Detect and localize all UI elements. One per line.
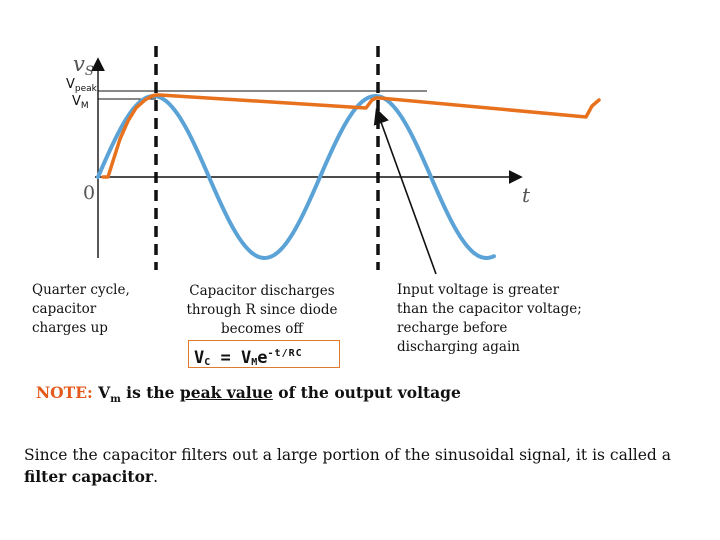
caption-recharge: Input voltage is greater than the capaci…: [397, 282, 582, 355]
vm-label: VM: [72, 94, 89, 111]
discharge-formula: VC = VMe-t/RC: [188, 340, 340, 368]
formula-base: e: [257, 348, 268, 368]
formula-exponent: -t/RC: [267, 348, 303, 359]
note-vm-symbol: Vm: [98, 383, 121, 406]
formula-rhs: V: [241, 348, 252, 368]
note-line: NOTE: Vm is the peak value of the output…: [36, 383, 461, 405]
note-label: NOTE:: [36, 383, 93, 402]
caption-quarter-cycle: Quarter cycle, capacitor charges up: [32, 282, 130, 336]
formula-lhs-subscript: C: [204, 357, 211, 368]
summary-end: .: [153, 468, 159, 486]
formula-equals: =: [210, 348, 241, 368]
output-voltage-curve: [101, 93, 601, 179]
recharge-pointer-arrow: [373, 107, 437, 275]
note-text-underlined: peak value: [179, 383, 273, 402]
summary-bold-term: filter capacitor: [24, 467, 154, 486]
summary-text: Since the capacitor filters out a large …: [24, 446, 672, 464]
input-sine-wave: [96, 93, 496, 261]
vs-axis-label: vS: [73, 52, 94, 79]
formula-lhs: V: [194, 348, 205, 368]
time-axis-label: t: [522, 183, 531, 207]
note-text-b: of the output voltage: [272, 383, 461, 402]
origin-label: 0: [83, 182, 95, 204]
formula-rhs-subscript: M: [251, 357, 258, 368]
vpeak-label: Vpeak: [66, 77, 98, 94]
summary-paragraph: Since the capacitor filters out a large …: [24, 444, 704, 488]
note-text-a: is the: [120, 383, 180, 402]
caption-discharge: Capacitor discharges through R since dio…: [186, 283, 338, 337]
